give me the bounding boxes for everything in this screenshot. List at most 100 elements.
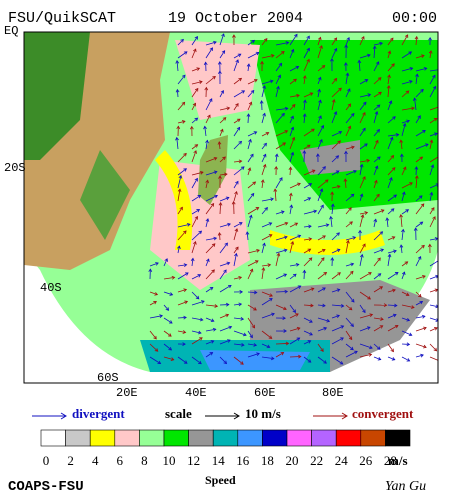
- wind-arrow: [261, 38, 268, 46]
- wind-arrow-head: [227, 222, 231, 227]
- wind-arrow-head: [321, 248, 326, 253]
- wind-arrow-head: [237, 53, 242, 57]
- wind-arrow-head: [175, 60, 180, 64]
- wind-arrow-head: [297, 234, 302, 239]
- wind-arrow-head: [364, 79, 369, 83]
- wind-arrow: [191, 216, 198, 228]
- wind-arrow: [191, 258, 194, 267]
- wind-arrow-head: [414, 175, 419, 179]
- wind-arrow-head: [364, 143, 368, 147]
- wind-arrow: [205, 114, 211, 124]
- wind-arrow: [373, 156, 381, 163]
- wind-arrow-head: [209, 47, 213, 51]
- wind-arrow-head: [217, 232, 222, 236]
- wind-arrow: [149, 291, 158, 296]
- wind-arrow: [289, 127, 294, 137]
- wind-arrow-head: [253, 290, 258, 295]
- colorbar-tick: 16: [236, 453, 250, 468]
- wind-arrow-head: [228, 284, 232, 289]
- wind-arrow: [387, 155, 394, 163]
- wind-arrow-head: [255, 51, 260, 56]
- wind-arrow: [303, 248, 311, 254]
- wind-arrow: [205, 98, 213, 111]
- wind-arrow-head: [308, 224, 312, 229]
- colorbar-tick: 22: [310, 453, 323, 468]
- wind-arrow-head: [277, 74, 282, 79]
- wind-arrow-head: [399, 153, 404, 158]
- wind-arrow-head: [380, 209, 385, 213]
- colorbar-box: [65, 429, 91, 447]
- wind-arrow: [177, 272, 189, 280]
- patch: [175, 40, 260, 120]
- wind-arrow: [247, 154, 254, 163]
- wind-arrow-head: [183, 51, 188, 55]
- wind-arrow-head: [409, 66, 414, 71]
- wind-arrow-head: [348, 207, 352, 211]
- wind-arrow-head: [399, 244, 404, 248]
- wind-arrow-head: [362, 243, 366, 248]
- wind-arrow-head: [393, 194, 397, 198]
- wind-arrow-head: [358, 229, 362, 234]
- wind-arrow: [317, 37, 321, 46]
- wind-arrow: [373, 104, 381, 111]
- wind-arrow-head: [350, 262, 355, 267]
- wind-arrow: [233, 191, 238, 202]
- wind-arrow: [373, 77, 382, 85]
- wind-arrow-head: [282, 316, 286, 321]
- colorbar-tick: 2: [67, 453, 74, 468]
- wind-arrow: [233, 90, 245, 98]
- wind-arrow-head: [428, 36, 432, 41]
- wind-arrow: [359, 101, 367, 111]
- wind-arrow-head: [325, 223, 330, 228]
- wind-arrow-head: [427, 243, 432, 248]
- scale-label: scale: [165, 406, 192, 421]
- wind-arrow: [331, 289, 340, 293]
- wind-arrow-head: [354, 350, 358, 355]
- wind-arrow: [359, 193, 363, 202]
- wind-arrow: [205, 157, 217, 163]
- wind-arrow: [261, 113, 266, 124]
- wind-arrow: [219, 284, 232, 293]
- wind-arrow: [429, 69, 438, 72]
- colorbar-tick: 12: [187, 453, 200, 468]
- wind-arrow-head: [319, 139, 323, 143]
- wind-arrow: [205, 237, 217, 241]
- wind-arrow-head: [211, 269, 215, 273]
- wind-arrow: [373, 129, 380, 137]
- wind-arrow: [401, 90, 410, 98]
- wind-arrow: [163, 356, 174, 361]
- wind-arrow-head: [212, 327, 217, 332]
- wind-arrow-head: [308, 237, 313, 241]
- wind-arrow-head: [253, 307, 257, 311]
- wind-arrow: [289, 222, 298, 228]
- wind-arrow-head: [236, 126, 241, 131]
- wind-arrow-head: [204, 86, 209, 91]
- wind-arrow: [331, 78, 337, 85]
- wind-arrow: [401, 330, 412, 336]
- wind-arrow-head: [319, 188, 324, 193]
- wind-arrow: [359, 112, 366, 124]
- wind-arrow-head: [423, 326, 427, 331]
- wind-arrow: [191, 171, 204, 176]
- wind-arrow: [429, 192, 433, 202]
- wind-arrow-head: [186, 222, 191, 227]
- wind-arrow: [303, 75, 306, 85]
- wind-arrow: [317, 235, 326, 241]
- wind-arrow: [219, 314, 229, 319]
- wind-arrow: [415, 327, 427, 332]
- wind-arrow: [401, 34, 409, 46]
- wind-arrow-head: [291, 136, 296, 141]
- wind-arrow: [359, 54, 371, 59]
- wind-arrow: [303, 270, 305, 280]
- wind-arrow: [429, 275, 438, 280]
- colorbar-box: [188, 429, 214, 447]
- wind-arrow: [303, 59, 310, 72]
- wind-arrow: [317, 287, 326, 293]
- wind-arrow: [205, 41, 217, 46]
- wind-arrow: [275, 42, 289, 46]
- wind-arrow-head: [199, 80, 203, 84]
- wind-arrow-head: [399, 139, 404, 144]
- wind-arrow-head: [238, 140, 243, 145]
- wind-arrow-head: [335, 170, 340, 174]
- wind-arrow: [401, 80, 413, 85]
